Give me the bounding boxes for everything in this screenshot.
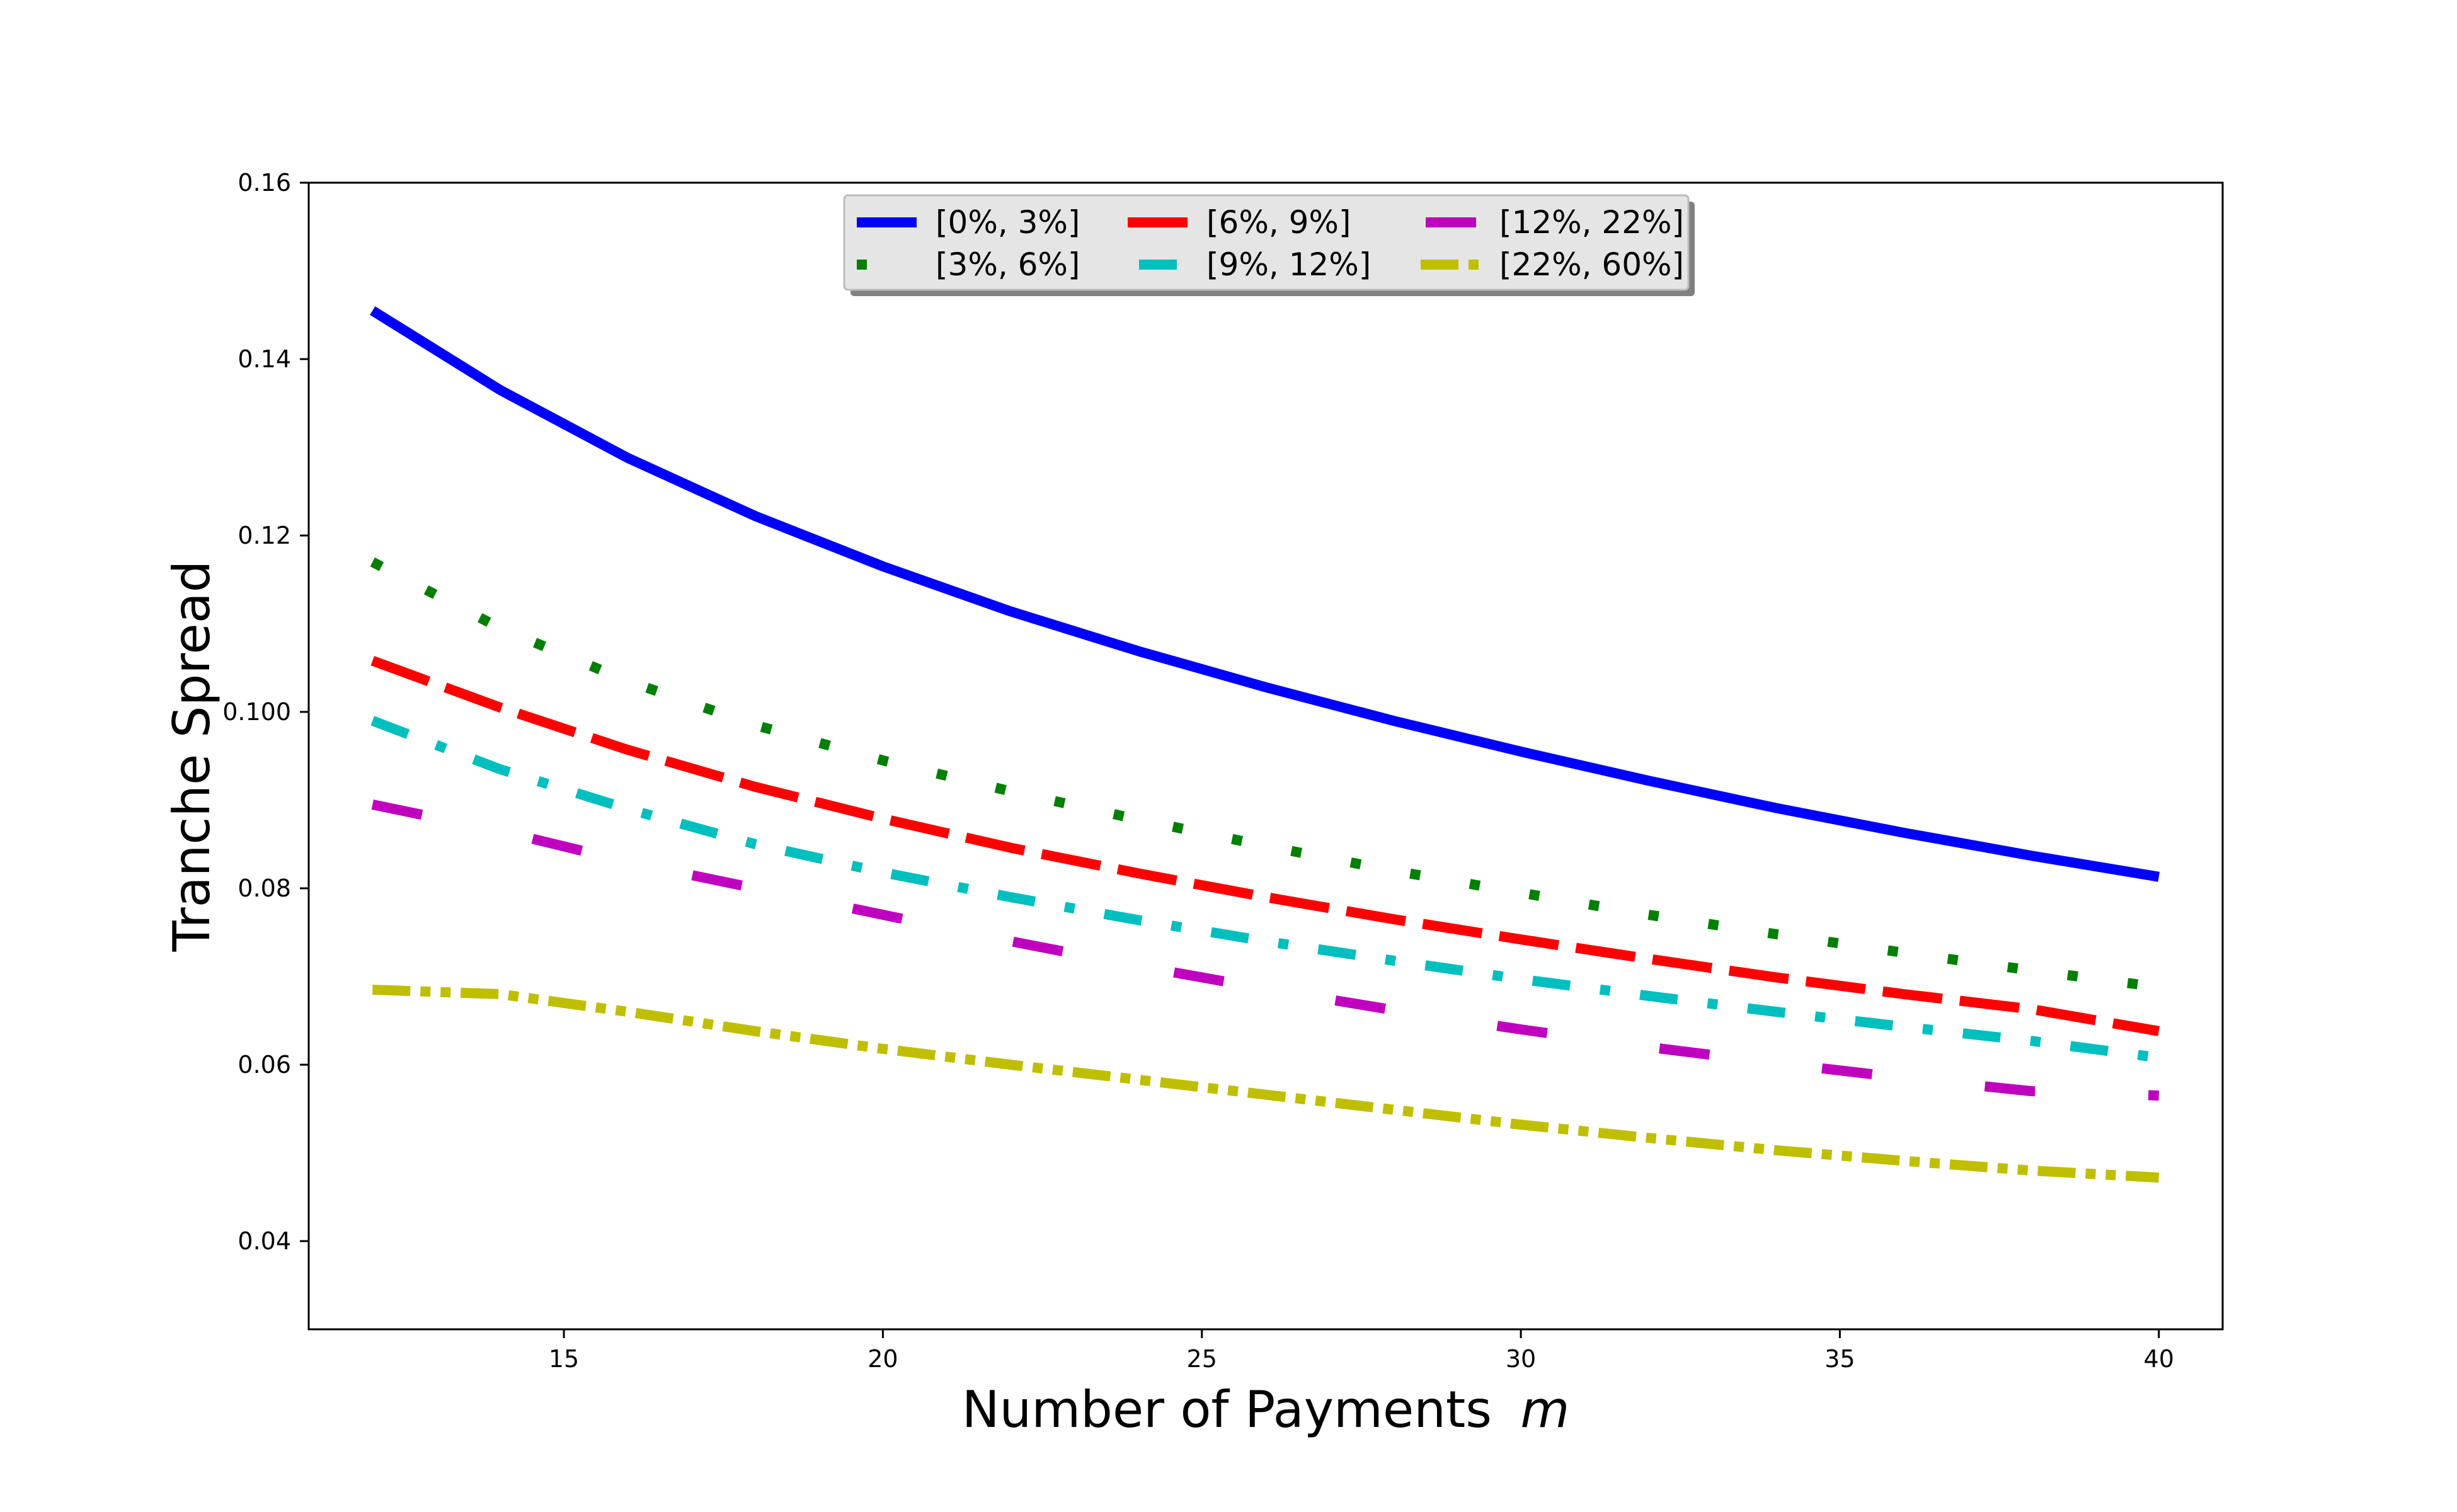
legend-label-3: [6%, 9%] [1206, 204, 1351, 241]
x-tick-label: 25 [1187, 1345, 1217, 1373]
legend-label-4: [9%, 12%] [1206, 246, 1371, 283]
series-line-5 [371, 799, 2159, 1101]
legend-label-6: [22%, 60%] [1499, 246, 1684, 283]
plot-frame [307, 181, 2224, 1331]
y-tick-label: 0.08 [238, 874, 291, 902]
x-tick-label: 15 [549, 1345, 579, 1373]
y-tick-label: 0.100 [222, 698, 291, 726]
x-tick-label: 30 [1506, 1345, 1536, 1373]
series-line-6 [372, 985, 2160, 1183]
series-line-3 [370, 656, 2160, 1036]
legend-label-5: [12%, 22%] [1499, 204, 1684, 241]
series-line-4 [370, 716, 2160, 1063]
legend: [0%, 3%] [3%, 6%] [6%, 9%] [9%, 12%] [12%, 2… [843, 194, 1695, 296]
legend-label-1: [0%, 3%] [936, 204, 1080, 241]
axes-layer: 15 20 25 30 35 40 0.04 0.06 0.08 0.100 0.12 0.14 0.1… [222, 169, 2174, 1373]
y-axis-label: Tranche Spread [163, 561, 221, 953]
x-axis-label: Number of Payments m [962, 1380, 1570, 1439]
x-tick-label: 35 [1824, 1345, 1855, 1373]
y-tick-label: 0.16 [238, 169, 291, 197]
y-tick-label: 0.06 [238, 1051, 291, 1079]
y-tick-label: 0.04 [238, 1227, 291, 1255]
series-layer [370, 306, 2160, 1183]
x-axis-label-variable: m [1520, 1380, 1569, 1439]
y-tick-label: 0.14 [238, 345, 291, 373]
series-line-1 [370, 306, 2160, 882]
x-axis-label-text: Number of Payments [962, 1380, 1492, 1439]
legend-label-2: [3%, 6%] [936, 246, 1080, 283]
y-tick-label: 0.12 [238, 522, 291, 549]
plot-area [307, 181, 2224, 1331]
x-tick-label: 40 [2144, 1345, 2174, 1373]
x-tick-label: 20 [868, 1345, 898, 1373]
